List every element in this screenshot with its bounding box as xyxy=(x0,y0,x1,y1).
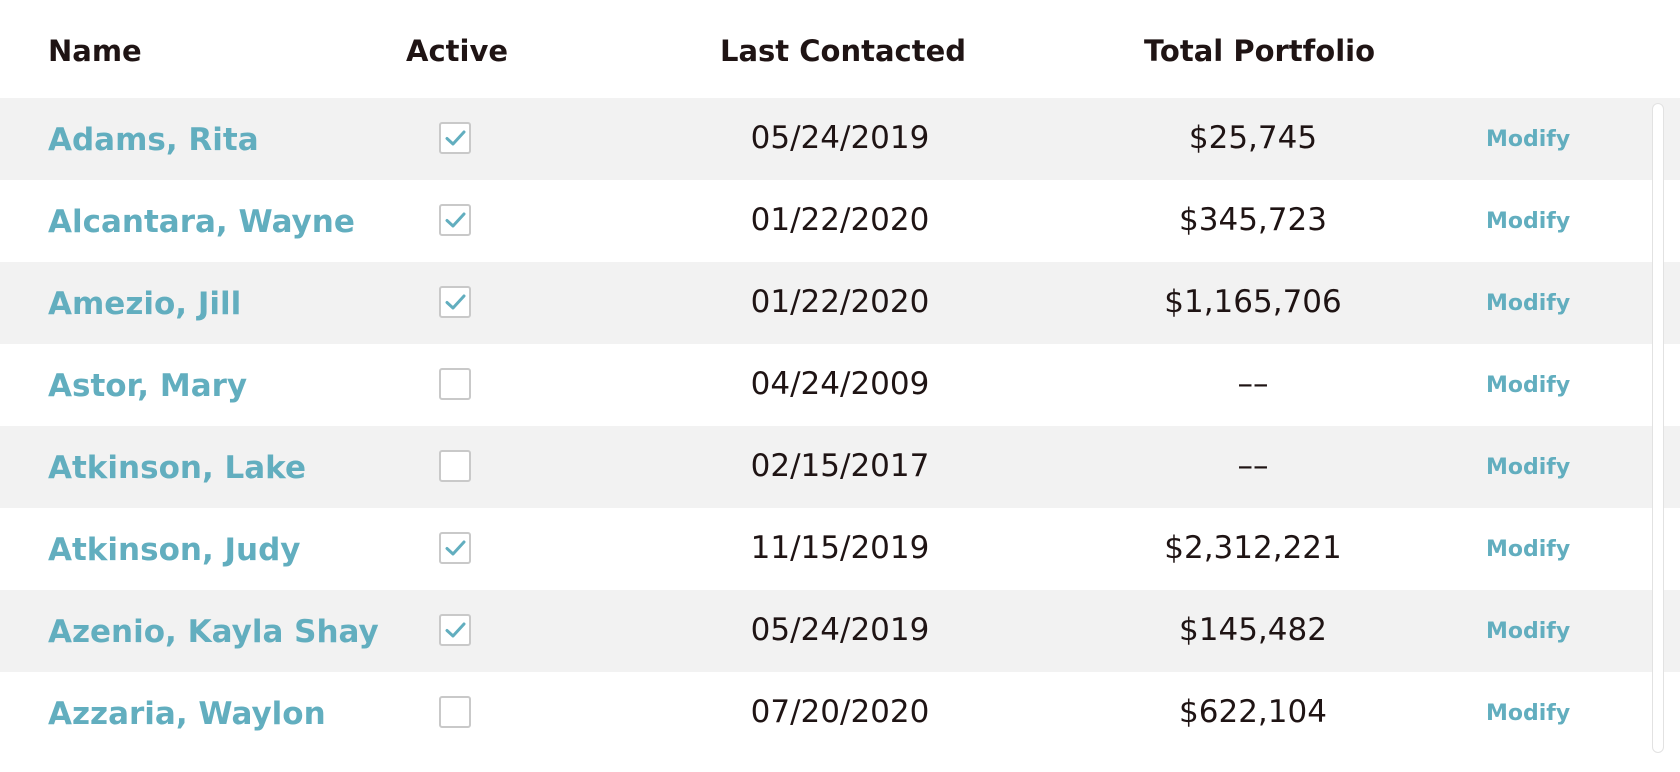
total-portfolio-value: $145,482 xyxy=(1179,612,1327,648)
table-row: Alcantara, Wayne 01/22/2020 $345,723 Mod… xyxy=(0,180,1680,262)
modify-link[interactable]: Modify xyxy=(1486,455,1571,480)
active-checkbox[interactable] xyxy=(439,696,471,728)
total-portfolio-value: $622,104 xyxy=(1179,694,1327,730)
client-name-link[interactable]: Azenio, Kayla Shay xyxy=(48,614,379,650)
total-portfolio-value: $345,723 xyxy=(1179,202,1327,238)
active-checkbox[interactable] xyxy=(439,286,471,318)
total-portfolio-value: $1,165,706 xyxy=(1164,284,1342,320)
checkmark-icon xyxy=(445,540,466,556)
active-checkbox[interactable] xyxy=(439,614,471,646)
modify-link[interactable]: Modify xyxy=(1486,373,1571,398)
total-portfolio-value: –– xyxy=(1237,448,1269,484)
last-contacted-date: 04/24/2009 xyxy=(750,366,930,402)
table-row: Adams, Rita 05/24/2019 $25,745 Modify xyxy=(0,98,1680,180)
last-contacted-date: 05/24/2019 xyxy=(750,120,930,156)
checkmark-icon xyxy=(445,212,466,228)
column-header-name[interactable]: Name xyxy=(48,34,142,68)
total-portfolio-value: $25,745 xyxy=(1188,120,1318,156)
last-contacted-date: 11/15/2019 xyxy=(750,530,930,566)
last-contacted-date: 02/15/2017 xyxy=(750,448,930,484)
column-header-active[interactable]: Active xyxy=(406,34,509,68)
checkmark-icon xyxy=(445,622,466,638)
table-row: Azzaria, Waylon 07/20/2020 $622,104 Modi… xyxy=(0,672,1680,754)
client-name-link[interactable]: Azzaria, Waylon xyxy=(48,696,326,732)
total-portfolio-value: $2,312,221 xyxy=(1164,530,1342,566)
active-checkbox[interactable] xyxy=(439,368,471,400)
active-checkbox[interactable] xyxy=(439,204,471,236)
modify-link[interactable]: Modify xyxy=(1486,127,1571,152)
table-row: Azenio, Kayla Shay 05/24/2019 $145,482 M… xyxy=(0,590,1680,672)
last-contacted-date: 05/24/2019 xyxy=(750,612,930,648)
table-row: Astor, Mary 04/24/2009 –– Modify xyxy=(0,344,1680,426)
column-header-last-contacted[interactable]: Last Contacted xyxy=(720,34,967,68)
modify-link[interactable]: Modify xyxy=(1486,619,1571,644)
table-body: Adams, Rita 05/24/2019 $25,745 Modify Al… xyxy=(0,98,1680,754)
table-row: Atkinson, Lake 02/15/2017 –– Modify xyxy=(0,426,1680,508)
last-contacted-date: 01/22/2020 xyxy=(750,202,930,238)
column-header-total-portfolio[interactable]: Total Portfolio xyxy=(1144,34,1376,68)
client-name-link[interactable]: Atkinson, Lake xyxy=(48,450,306,486)
active-checkbox[interactable] xyxy=(439,450,471,482)
active-checkbox[interactable] xyxy=(439,122,471,154)
checkmark-icon xyxy=(445,294,466,310)
last-contacted-date: 07/20/2020 xyxy=(750,694,930,730)
table-row: Amezio, Jill 01/22/2020 $1,165,706 Modif… xyxy=(0,262,1680,344)
last-contacted-date: 01/22/2020 xyxy=(750,284,930,320)
total-portfolio-value: –– xyxy=(1237,366,1269,402)
modify-link[interactable]: Modify xyxy=(1486,537,1571,562)
vertical-scrollbar[interactable] xyxy=(1652,103,1664,753)
client-name-link[interactable]: Astor, Mary xyxy=(48,368,248,404)
modify-link[interactable]: Modify xyxy=(1486,209,1571,234)
checkmark-icon xyxy=(445,130,466,146)
client-name-link[interactable]: Alcantara, Wayne xyxy=(48,204,355,240)
client-name-link[interactable]: Atkinson, Judy xyxy=(48,532,301,568)
client-name-link[interactable]: Adams, Rita xyxy=(48,122,259,158)
table-row: Atkinson, Judy 11/15/2019 $2,312,221 Mod… xyxy=(0,508,1680,590)
modify-link[interactable]: Modify xyxy=(1486,701,1571,726)
table-header: Name Active Last Contacted Total Portfol… xyxy=(0,0,1680,98)
modify-link[interactable]: Modify xyxy=(1486,291,1571,316)
active-checkbox[interactable] xyxy=(439,532,471,564)
client-name-link[interactable]: Amezio, Jill xyxy=(48,286,242,322)
